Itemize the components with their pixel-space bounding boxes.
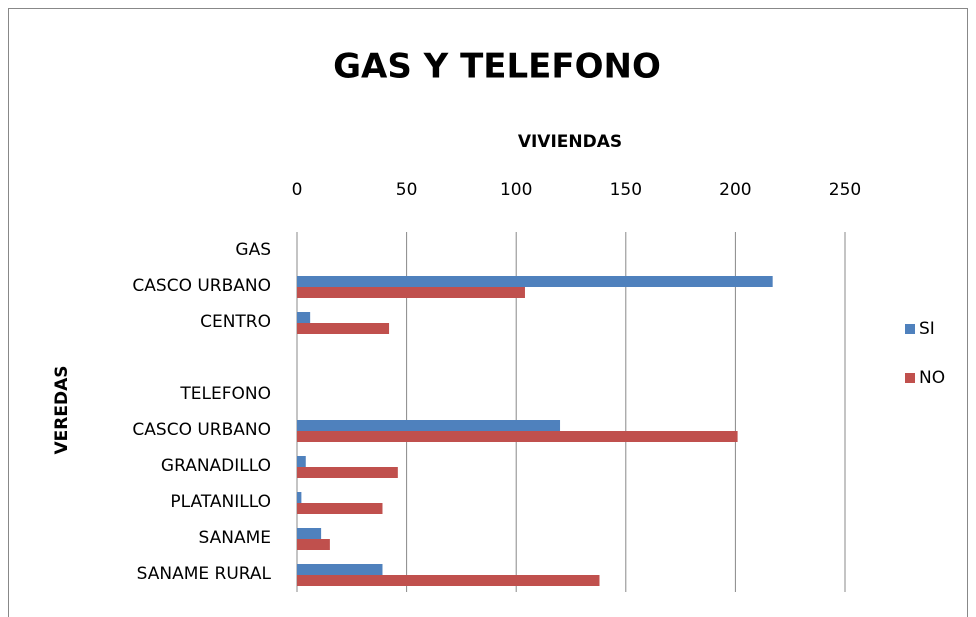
x-tick-label: 100: [500, 180, 532, 200]
y-tick-label: CASCO URBANO: [132, 420, 271, 440]
chart-title: GAS Y TELEFONO: [333, 47, 661, 87]
bar: [297, 467, 398, 478]
x-tick-label: 250: [829, 180, 861, 200]
bar: [297, 575, 600, 586]
y-tick-label: PLATANILLO: [170, 492, 271, 512]
bar: [297, 420, 561, 431]
bar: [297, 456, 306, 467]
y-axis-title: VEREDAS: [52, 366, 72, 455]
legend-swatch: [905, 373, 915, 383]
legend-swatch: [905, 324, 915, 334]
x-tick-label: 50: [396, 180, 418, 200]
y-tick-label: CENTRO: [200, 312, 271, 332]
bar: [297, 539, 330, 550]
bar: [297, 431, 738, 442]
x-tick-label: 150: [610, 180, 642, 200]
bar: [297, 503, 383, 514]
y-tick-label: TELEFONO: [179, 384, 271, 404]
x-tick-label: 200: [719, 180, 751, 200]
bar: [297, 323, 390, 334]
x-axis-title: VIVIENDAS: [518, 132, 622, 152]
y-tick-label: CASCO URBANO: [132, 276, 271, 296]
x-tick-label: 0: [292, 180, 303, 200]
y-tick-label: GRANADILLO: [161, 456, 271, 476]
chart-frame: [8, 8, 968, 617]
bar: [297, 528, 322, 539]
y-tick-label: SANAME: [199, 528, 272, 548]
y-tick-label: SANAME RURAL: [137, 564, 272, 584]
legend-label: NO: [919, 368, 945, 388]
bar: [297, 312, 311, 323]
bar: [297, 276, 773, 287]
bar: [297, 287, 525, 298]
legend-label: SI: [919, 319, 935, 339]
y-tick-label: GAS: [235, 240, 271, 260]
bar: [297, 492, 302, 503]
bar: [297, 564, 383, 575]
